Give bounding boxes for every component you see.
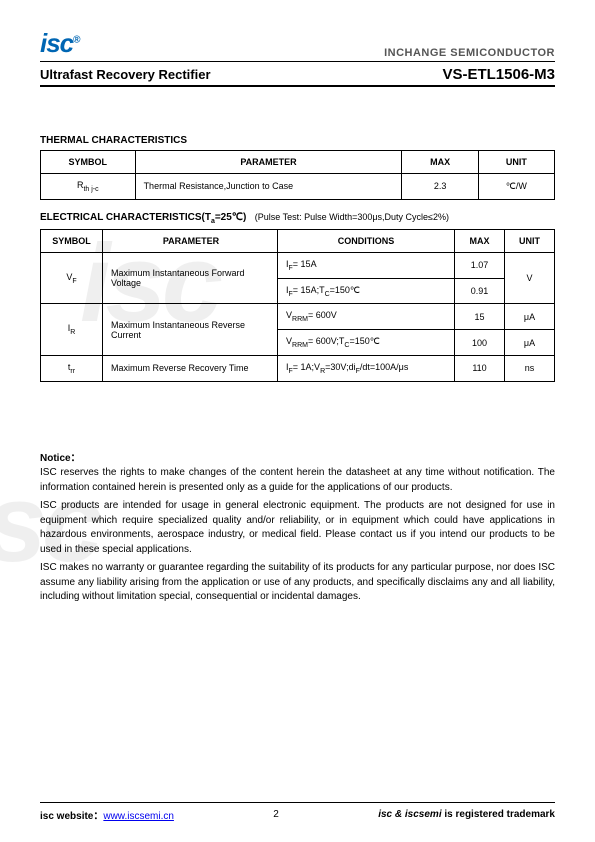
title-row: Ultrafast Recovery Rectifier VS-ETL1506-… — [40, 66, 555, 83]
cell-parameter: Maximum Instantaneous Forward Voltage — [103, 252, 278, 304]
notice-section: Notice： ISC reserves the rights to make … — [40, 452, 555, 605]
table-row: trr Maximum Reverse Recovery Time IF= 1A… — [41, 355, 555, 381]
doc-title: Ultrafast Recovery Rectifier — [40, 67, 211, 82]
cell-unit: V — [505, 252, 555, 304]
logo-text: isc — [40, 28, 73, 58]
cell-max: 100 — [455, 330, 505, 356]
electrical-subtitle: (Pulse Test: Pulse Width=300μs,Duty Cycl… — [255, 212, 449, 222]
cell-condition: IF= 15A — [278, 252, 455, 278]
cell-condition: VRRM= 600V — [278, 304, 455, 330]
cell-parameter: Thermal Resistance,Junction to Case — [135, 174, 402, 200]
header: isc® INCHANGE SEMICONDUCTOR — [40, 28, 555, 59]
col-max: MAX — [455, 229, 505, 252]
cell-max: 0.91 — [455, 278, 505, 304]
electrical-title: ELECTRICAL CHARACTERISTICS(Ta=25℃) (Puls… — [40, 212, 555, 225]
part-number: VS-ETL1506-M3 — [442, 66, 555, 83]
cell-symbol: trr — [41, 355, 103, 381]
cell-max: 110 — [455, 355, 505, 381]
company-name: INCHANGE SEMICONDUCTOR — [384, 47, 555, 59]
cell-symbol: Rth j-c — [41, 174, 136, 200]
cell-condition: IF= 1A;VR=30V;diF/dt=100A/μs — [278, 355, 455, 381]
cell-parameter: Maximum Reverse Recovery Time — [103, 355, 278, 381]
cell-symbol: IR — [41, 304, 103, 356]
thermal-title: THERMAL CHARACTERISTICS — [40, 135, 555, 146]
thermal-table: SYMBOL PARAMETER MAX UNIT Rth j-c Therma… — [40, 150, 555, 200]
col-parameter: PARAMETER — [103, 229, 278, 252]
divider-thick — [40, 85, 555, 87]
divider — [40, 61, 555, 62]
footer: isc website：www.iscsemi.cn 2 isc & iscse… — [40, 802, 555, 822]
col-symbol: SYMBOL — [41, 151, 136, 174]
table-row: IR Maximum Instantaneous Reverse Current… — [41, 304, 555, 330]
website-link[interactable]: www.iscsemi.cn — [103, 811, 174, 822]
cell-max: 2.3 — [402, 174, 478, 200]
cell-unit: μA — [505, 330, 555, 356]
cell-unit: μA — [505, 304, 555, 330]
cell-max: 1.07 — [455, 252, 505, 278]
col-unit: UNIT — [478, 151, 554, 174]
notice-paragraph: ISC reserves the rights to make changes … — [40, 466, 555, 495]
cell-condition: IF= 15A;TC=150℃ — [278, 278, 455, 304]
footer-left: isc website：www.iscsemi.cn — [40, 807, 174, 822]
table-row: VF Maximum Instantaneous Forward Voltage… — [41, 252, 555, 278]
notice-paragraph: ISC makes no warranty or guarantee regar… — [40, 561, 555, 605]
col-symbol: SYMBOL — [41, 229, 103, 252]
cell-max: 15 — [455, 304, 505, 330]
cell-condition: VRRM= 600V;TC=150℃ — [278, 330, 455, 356]
col-max: MAX — [402, 151, 478, 174]
notice-title: Notice： — [40, 452, 555, 467]
cell-parameter: Maximum Instantaneous Reverse Current — [103, 304, 278, 356]
cell-unit: ns — [505, 355, 555, 381]
footer-right: isc & iscsemi is registered trademark — [378, 809, 555, 820]
cell-symbol: VF — [41, 252, 103, 304]
logo: isc® — [40, 28, 80, 59]
notice-paragraph: ISC products are intended for usage in g… — [40, 499, 555, 557]
col-parameter: PARAMETER — [135, 151, 402, 174]
table-row: Rth j-c Thermal Resistance,Junction to C… — [41, 174, 555, 200]
electrical-table: SYMBOL PARAMETER CONDITIONS MAX UNIT VF … — [40, 229, 555, 382]
col-conditions: CONDITIONS — [278, 229, 455, 252]
cell-unit: ℃/W — [478, 174, 554, 200]
col-unit: UNIT — [505, 229, 555, 252]
table-row: SYMBOL PARAMETER MAX UNIT — [41, 151, 555, 174]
page-number: 2 — [273, 809, 279, 820]
logo-reg: ® — [73, 34, 79, 45]
table-row: SYMBOL PARAMETER CONDITIONS MAX UNIT — [41, 229, 555, 252]
